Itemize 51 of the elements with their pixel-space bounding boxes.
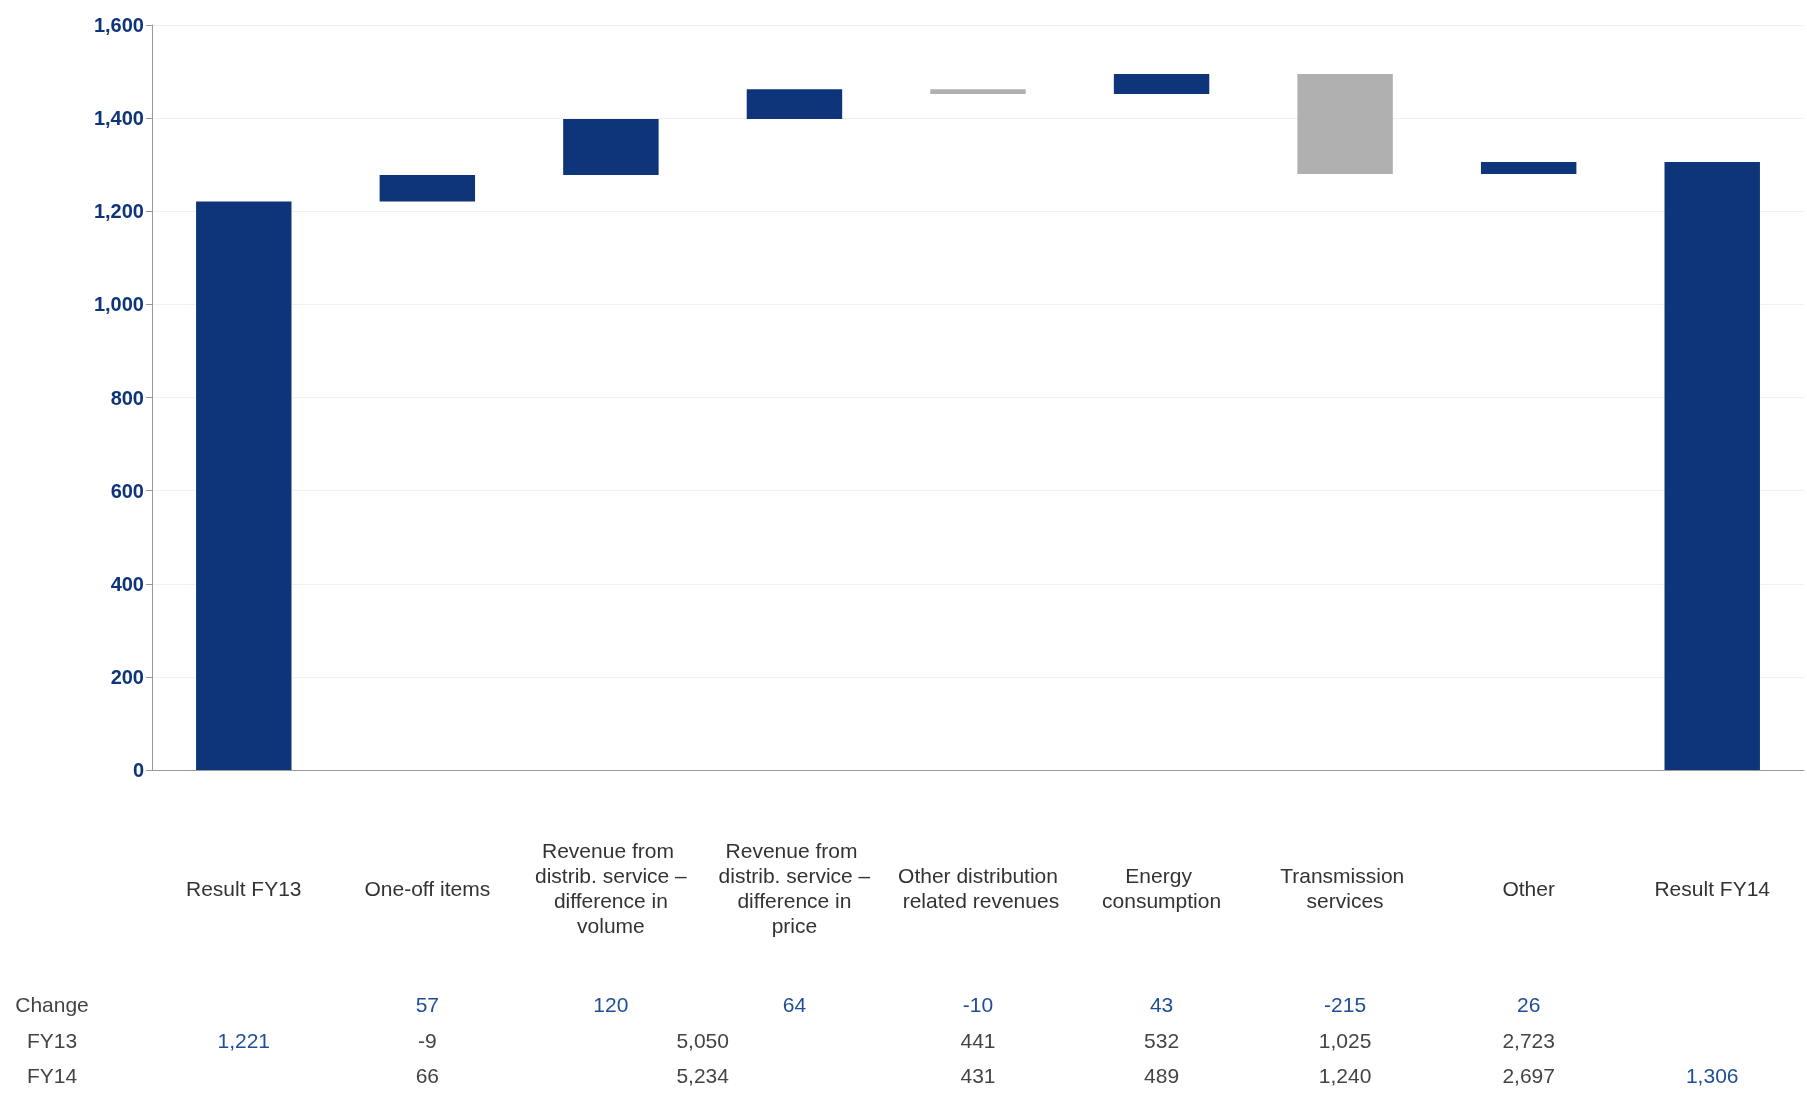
y-tick-label: 0 — [132, 759, 144, 781]
bar — [1664, 161, 1760, 770]
data-label: 120 — [593, 992, 629, 1016]
x-tick-label: Result FY13 — [186, 876, 302, 900]
x-tick-label: Revenue from distrib. service – difference in price — [718, 839, 871, 937]
text: 489 — [1144, 1063, 1180, 1087]
y-tick-label: 600 — [110, 479, 144, 502]
y-tick-label: 800 — [110, 386, 144, 409]
data-label: 64 — [782, 992, 807, 1016]
y-tick-label: 200 — [110, 665, 144, 688]
text: FY14 — [26, 1063, 78, 1087]
text: 66 — [415, 1063, 440, 1087]
text: 1,240 — [1318, 1063, 1372, 1087]
y-tick-label: 400 — [110, 572, 144, 595]
bar — [563, 119, 659, 175]
text: FY13 — [26, 1028, 78, 1052]
text: 2,697 — [1502, 1063, 1555, 1087]
x-tick-label: Result FY14 — [1654, 876, 1771, 900]
bar — [196, 201, 292, 770]
data-label: -215 — [1324, 992, 1367, 1016]
x-tick-label: Revenue from distrib. service – difference in volume — [535, 839, 688, 937]
text: 441 — [960, 1028, 996, 1052]
bar — [746, 89, 843, 120]
bar — [1297, 73, 1393, 174]
data-label: 26 — [1516, 992, 1541, 1016]
y-tick-label: 1,600 — [93, 14, 144, 36]
y-tick-label: 1,000 — [93, 293, 144, 316]
bar — [930, 89, 1026, 94]
text: 1,306 — [1685, 1063, 1739, 1087]
text: 2,723 — [1502, 1028, 1555, 1052]
x-tick-label: Other — [1502, 876, 1555, 900]
bar — [1113, 73, 1210, 94]
data-label: 57 — [415, 992, 440, 1016]
text: -9 — [417, 1028, 437, 1052]
text: 5,050 — [676, 1028, 729, 1052]
text: Change — [15, 992, 89, 1016]
text: 5,234 — [676, 1063, 730, 1087]
x-tick-label: Other distribution related revenues — [896, 864, 1060, 912]
data-label: 43 — [1149, 992, 1174, 1016]
x-tick-label: One-off items — [364, 876, 491, 900]
text: 431 — [960, 1063, 996, 1087]
text: 532 — [1144, 1028, 1180, 1052]
text: 1,025 — [1318, 1028, 1372, 1052]
text: 1,221 — [217, 1028, 271, 1052]
x-tick-label: Transmission services — [1280, 864, 1411, 912]
bar — [1480, 161, 1577, 174]
y-tick-label: 1,400 — [93, 107, 144, 130]
y-tick-label: 1,200 — [93, 200, 144, 223]
x-tick-label: Energy consumption — [1102, 864, 1222, 912]
bar — [379, 174, 476, 202]
data-label: -10 — [962, 992, 994, 1016]
